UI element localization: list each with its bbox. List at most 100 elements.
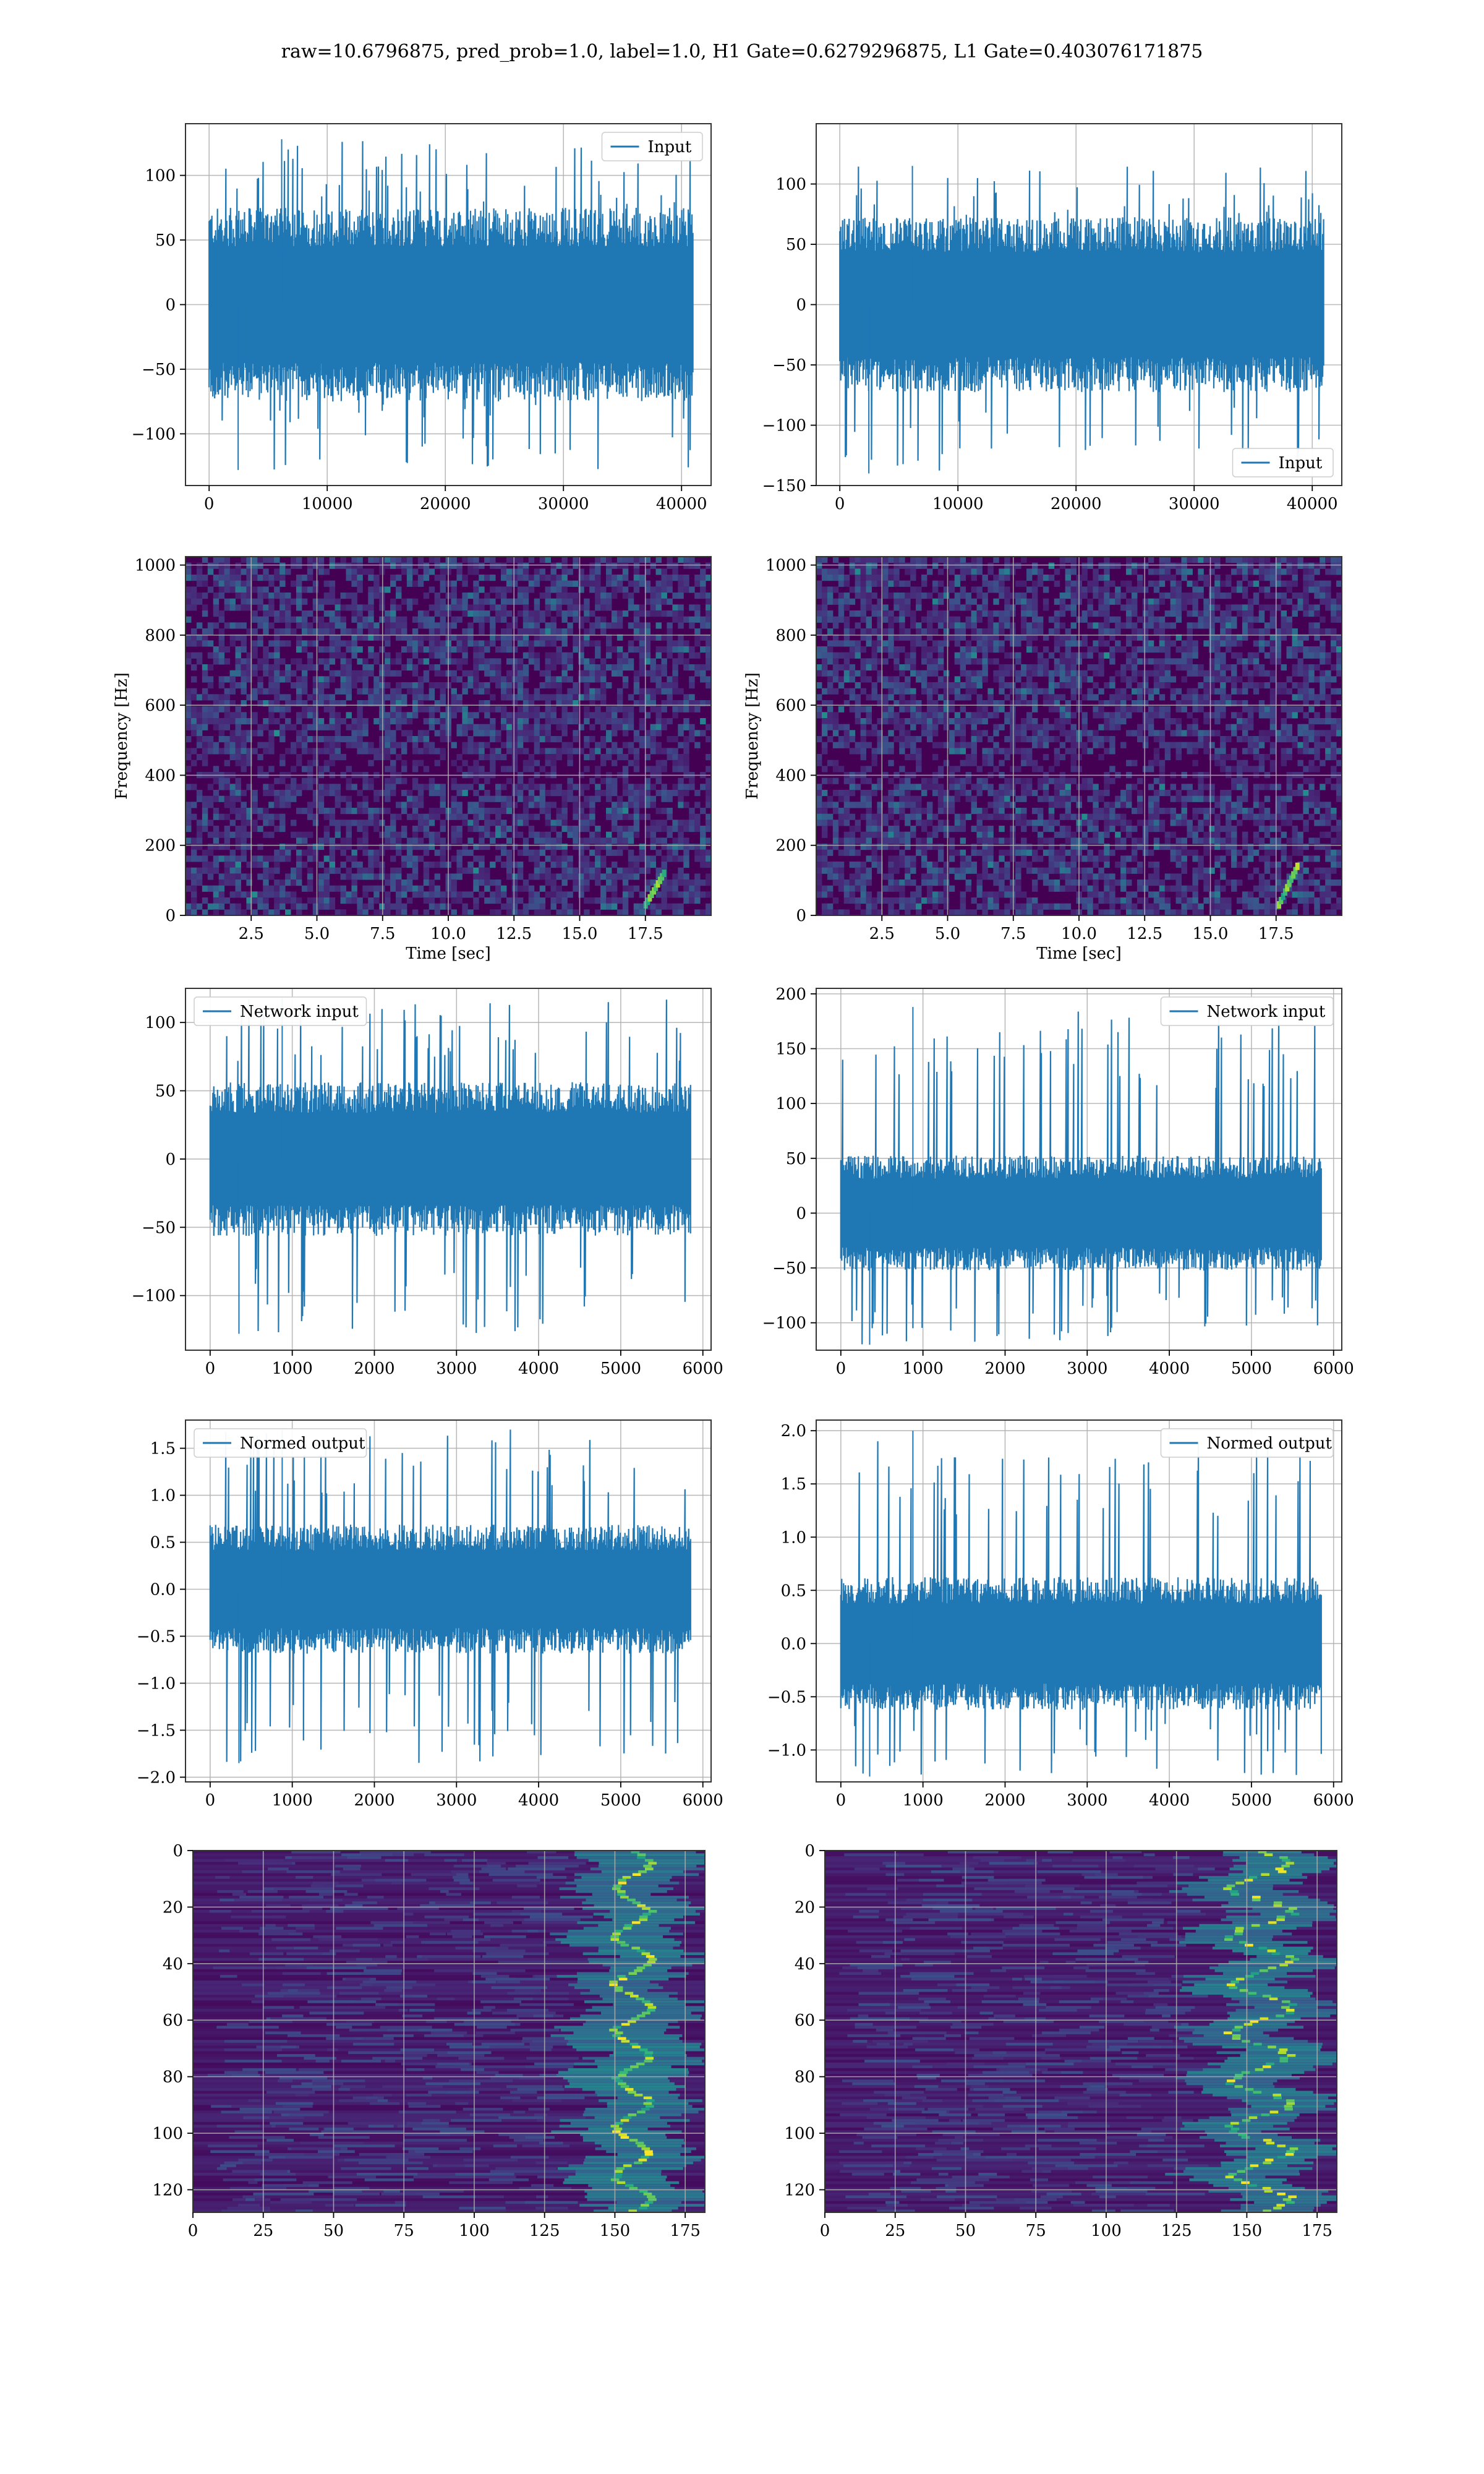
spectrogram-cell xyxy=(429,837,435,844)
spectrogram-cell xyxy=(893,562,900,569)
spectrogram-cell xyxy=(423,676,430,683)
spectrogram-cell xyxy=(976,682,983,689)
spectrogram-cell xyxy=(882,837,889,844)
spectrogram-cell xyxy=(888,640,894,647)
spectrogram-cell xyxy=(379,724,385,730)
spectrogram-cell xyxy=(893,712,900,719)
spectrogram-cell xyxy=(694,891,701,898)
spectrogram-cell xyxy=(479,826,485,833)
spectrogram-cell xyxy=(268,736,275,743)
spectrogram-cell xyxy=(423,575,430,581)
spectrogram-cell xyxy=(595,766,601,773)
spectrogram-cell xyxy=(976,586,983,593)
spectrogram-cell xyxy=(550,658,556,665)
spectrogram-cell xyxy=(871,748,877,755)
spectrogram-cell xyxy=(694,813,701,820)
spectrogram-cell xyxy=(511,760,518,766)
spectrogram-cell xyxy=(611,718,618,725)
spectrogram-cell xyxy=(268,766,275,773)
spectrogram-cell xyxy=(905,598,911,605)
spectrogram-cell xyxy=(401,760,407,766)
spectrogram-cell xyxy=(987,562,994,569)
spectrogram-cell xyxy=(921,862,927,868)
spectrogram-cell xyxy=(246,593,252,599)
spectrogram-cell xyxy=(965,880,972,886)
spectrogram-cell xyxy=(456,604,463,611)
spectrogram-cell xyxy=(423,880,430,886)
spectrogram-cell xyxy=(706,813,711,820)
spectrogram-cell xyxy=(561,826,568,833)
spectrogram-cell xyxy=(396,586,402,593)
spectrogram-cell xyxy=(838,742,845,748)
spectrogram-cell xyxy=(545,909,552,915)
spectrogram-cell xyxy=(672,700,678,707)
spectrogram-cell xyxy=(252,891,258,898)
spectrogram-cell xyxy=(921,837,927,844)
spectrogram-cell xyxy=(926,658,933,665)
spectrogram-cell xyxy=(672,754,678,761)
spectrogram-cell xyxy=(528,885,535,892)
spectrogram-cell xyxy=(644,802,651,808)
spectrogram-cell xyxy=(916,676,922,683)
spectrogram-cell xyxy=(550,844,556,850)
spectrogram-cell xyxy=(976,610,983,617)
spectrogram-cell xyxy=(241,682,247,689)
spectrogram-cell xyxy=(274,652,280,659)
spectrogram-cell xyxy=(545,664,552,671)
spectrogram-cell xyxy=(268,718,275,725)
spectrogram-cell xyxy=(329,658,336,665)
spectrogram-cell xyxy=(689,622,695,629)
spectrogram-cell xyxy=(678,634,684,641)
spectrogram-cell xyxy=(843,742,850,748)
spectrogram-cell xyxy=(561,718,568,725)
spectrogram-cell xyxy=(655,820,662,826)
spectrogram-cell xyxy=(423,813,430,820)
spectrogram-cell xyxy=(905,730,911,737)
spectrogram-cell xyxy=(595,575,601,581)
spectrogram-cell xyxy=(362,616,369,623)
spectrogram-cell xyxy=(860,598,867,605)
spectrogram-cell xyxy=(689,730,695,737)
spectrogram-cell xyxy=(893,826,900,833)
spectrogram-cell xyxy=(650,903,657,910)
spectrogram-cell xyxy=(186,754,192,761)
spectrogram-cell xyxy=(655,718,662,725)
spectrogram-cell xyxy=(1004,694,1010,701)
spectrogram-cell xyxy=(600,658,607,665)
spectrogram-cell xyxy=(821,557,828,563)
spectrogram-cell xyxy=(993,676,999,683)
spectrogram-cell xyxy=(827,706,834,713)
spectrogram-cell xyxy=(694,634,701,641)
spectrogram-cell xyxy=(451,622,457,629)
spectrogram-cell xyxy=(976,712,983,719)
spectrogram-cell xyxy=(910,586,916,593)
spectrogram-cell xyxy=(451,802,457,808)
spectrogram-cell xyxy=(207,820,214,826)
spectrogram-cell xyxy=(323,766,330,773)
spectrogram-cell xyxy=(301,575,308,581)
spectrogram-cell xyxy=(252,562,258,569)
spectrogram-cell xyxy=(971,730,977,737)
spectrogram-cell xyxy=(910,748,916,755)
spectrogram-cell xyxy=(385,754,391,761)
spectrogram-cell xyxy=(926,831,933,838)
spectrogram-cell xyxy=(694,826,701,833)
spectrogram-cell xyxy=(301,598,308,605)
spectrogram-cell xyxy=(893,652,900,659)
spectrogram-cell xyxy=(832,790,839,797)
spectrogram-cell xyxy=(224,700,231,707)
spectrogram-cell xyxy=(307,760,313,766)
spectrogram-cell xyxy=(252,712,258,719)
spectrogram-cell xyxy=(827,568,834,575)
spectrogram-cell xyxy=(456,873,463,880)
spectrogram-cell xyxy=(932,616,939,623)
spectrogram-cell xyxy=(567,784,573,790)
spectrogram-cell xyxy=(329,897,336,904)
spectrogram-cell xyxy=(296,855,302,862)
spectrogram-cell xyxy=(312,903,319,910)
spectrogram-cell xyxy=(982,646,988,653)
spectrogram-cell xyxy=(490,736,496,743)
spectrogram-cell xyxy=(600,885,607,892)
spectrogram-cell xyxy=(838,880,845,886)
spectrogram-cell xyxy=(606,849,612,856)
